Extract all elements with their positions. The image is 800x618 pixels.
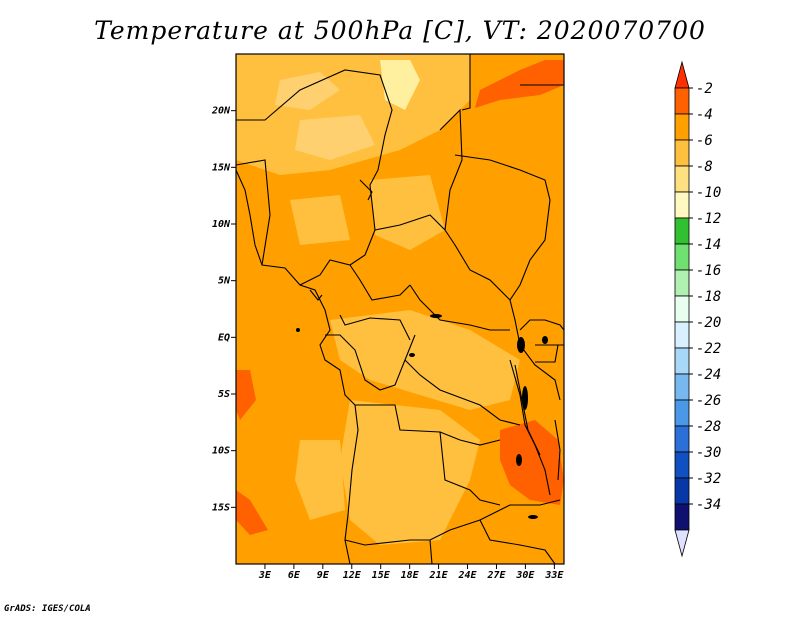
legend-swatch <box>674 243 690 271</box>
lat-tick-label: 20N <box>211 106 231 117</box>
lon-tick-label: 24E <box>457 570 477 581</box>
legend-swatch <box>674 87 690 115</box>
lon-tick-label: 18E <box>401 570 420 581</box>
pale-region-north <box>380 60 420 110</box>
legend-arrow-top <box>674 60 690 89</box>
warm-region-angola <box>340 400 480 545</box>
legend-swatch <box>674 451 690 479</box>
legend-label: -24 <box>696 367 721 383</box>
legend-swatch <box>674 425 690 453</box>
country-borders <box>236 54 564 564</box>
lat-tick-label: 10N <box>212 219 231 230</box>
warm-region-nigeria <box>290 195 350 245</box>
legend-label: -2 <box>696 81 713 97</box>
legend-label: -8 <box>696 159 713 175</box>
legend-swatch <box>674 347 690 375</box>
legend-label: -22 <box>696 341 721 357</box>
lon-tick-label: 6E <box>288 570 301 581</box>
legend-swatch <box>674 477 690 505</box>
lat-tick-label: 15N <box>212 162 231 173</box>
legend-label: -26 <box>696 393 721 409</box>
legend-swatch <box>674 165 690 193</box>
legend-swatch <box>674 113 690 141</box>
lat-tick-label: EQ <box>218 332 230 343</box>
map-area <box>236 54 564 564</box>
legend-arrow-bottom <box>674 529 690 558</box>
lon-tick-label: 9E <box>317 570 330 581</box>
lon-tick-label: 33E <box>544 570 564 581</box>
color-legend: -2 -4 -6 -8 -10 -12 -14 -16 -18 -20 -22 -24 -26 -28 -3… <box>674 60 721 558</box>
longitude-axis: 3E 6E 9E 12E 15E 18E 21E 24E 27E 30E 33E <box>258 564 564 581</box>
lon-tick-label: 27E <box>486 570 506 581</box>
legend-swatch <box>674 139 690 167</box>
map-frame <box>235 53 565 565</box>
legend-label: -20 <box>696 315 721 331</box>
legend-label: -16 <box>696 263 721 279</box>
lon-tick-label: 21E <box>429 570 449 581</box>
legend-label: -18 <box>696 289 721 305</box>
latitude-axis: 20N 15N 10N 5N EQ 5S 10S 15S <box>211 106 236 513</box>
warmer-patch-sahel <box>295 115 375 160</box>
legend-swatch <box>674 373 690 401</box>
legend-swatch <box>674 503 690 531</box>
hot-patch-south-atlantic <box>236 490 268 535</box>
legend-swatch <box>674 191 690 219</box>
legend-label: -34 <box>696 497 721 513</box>
lat-tick-label: 5N <box>218 276 231 287</box>
footer-credit: GrADS: IGES/COLA <box>4 604 91 614</box>
legend-swatch <box>674 269 690 297</box>
lon-tick-label: 3E <box>258 570 272 581</box>
legend-swatch <box>674 217 690 245</box>
chart-title: Temperature at 500hPa [C], VT: 202007070… <box>94 16 706 45</box>
legend-label: -12 <box>696 211 721 227</box>
lat-tick-label: 15S <box>212 502 230 513</box>
warmer-patch-northwest <box>275 72 340 110</box>
legend-label: -28 <box>696 419 721 435</box>
lon-tick-label: 12E <box>343 570 362 581</box>
legend-label: -10 <box>696 185 721 201</box>
lon-tick-label: 15E <box>372 570 391 581</box>
legend-swatch <box>674 295 690 323</box>
legend-label: -4 <box>696 107 713 123</box>
legend-label: -32 <box>696 471 721 487</box>
legend-label: -14 <box>696 237 721 253</box>
hot-region-northeast <box>475 60 564 108</box>
legend-label: -6 <box>696 133 713 149</box>
legend-label: -30 <box>696 445 721 461</box>
lat-tick-label: 10S <box>212 446 230 457</box>
lat-tick-label: 5S <box>218 389 230 400</box>
hot-patch-atlantic <box>236 370 256 420</box>
legend-swatch <box>674 399 690 427</box>
legend-swatch <box>674 321 690 349</box>
lon-tick-label: 30E <box>515 570 535 581</box>
lakes <box>296 314 548 519</box>
warm-region-chad <box>370 175 445 250</box>
warm-region-coast <box>295 440 345 520</box>
warm-region-congo <box>330 310 520 410</box>
